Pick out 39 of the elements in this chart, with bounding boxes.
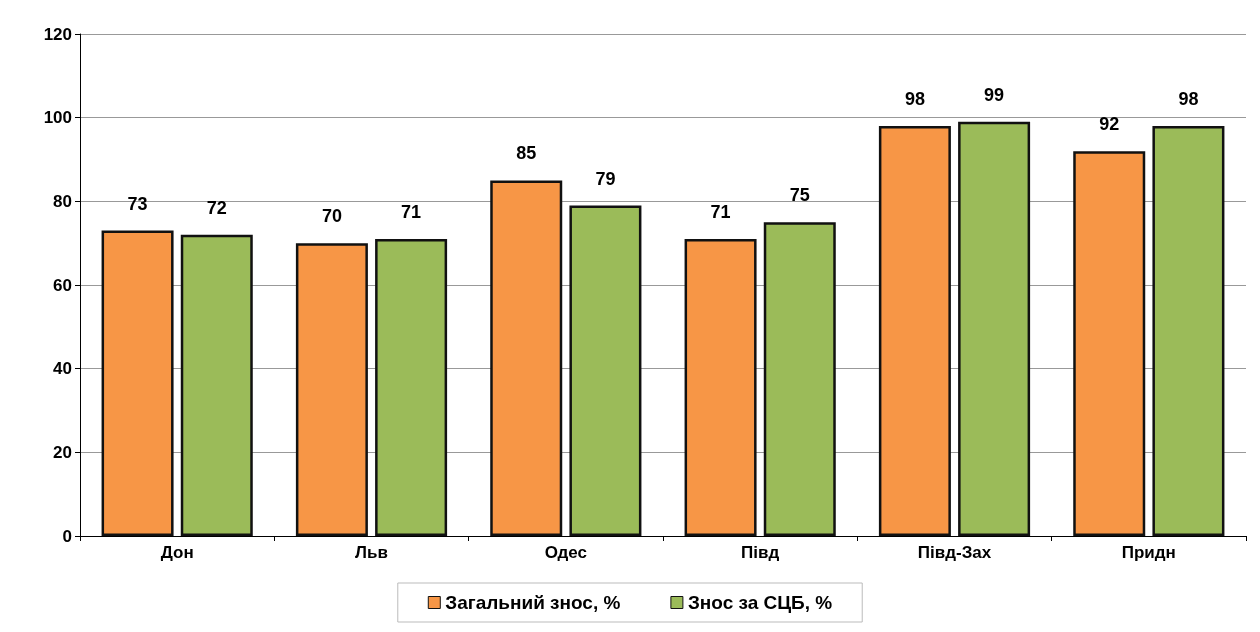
bar [684,238,757,536]
y-tick-label: 40 [53,359,72,379]
y-tick-label: 60 [53,275,72,295]
x-tick-label: Льв [355,543,388,562]
bar [1073,151,1146,536]
x-tick-label: Одес [544,543,587,562]
x-tick-label: Півд-Зах [917,543,992,562]
x-tick-label: Півд [741,543,780,562]
y-tick-label: 0 [62,526,72,546]
legend-label: Знос за СЦБ, % [687,592,833,613]
bar [295,243,368,536]
x-tick-label: Дон [160,543,194,562]
bar [763,222,836,536]
data-label: 98 [1178,89,1199,110]
bar [490,180,563,536]
bar [1152,126,1225,536]
legend-label: Загальний знос, % [445,592,621,613]
y-tick-label: 120 [43,24,72,44]
data-label: 85 [516,143,537,164]
bar [375,238,448,536]
data-label: 71 [710,201,731,222]
data-label: 79 [595,168,616,189]
data-label: 71 [401,201,422,222]
bar [878,126,951,536]
bar [958,121,1031,536]
bar [569,205,642,536]
y-tick-label: 20 [53,442,72,462]
data-label: 75 [789,185,810,206]
y-tick-label: 100 [43,108,72,128]
bar [101,230,174,536]
data-label: 73 [127,193,148,214]
x-tick-label: Придн [1121,543,1176,562]
data-label: 98 [904,89,925,110]
data-label: 92 [1099,114,1120,135]
data-label: 72 [206,197,227,218]
data-label: 70 [321,206,342,227]
bar [180,234,253,536]
y-tick-label: 80 [53,191,72,211]
data-label: 99 [984,84,1005,105]
